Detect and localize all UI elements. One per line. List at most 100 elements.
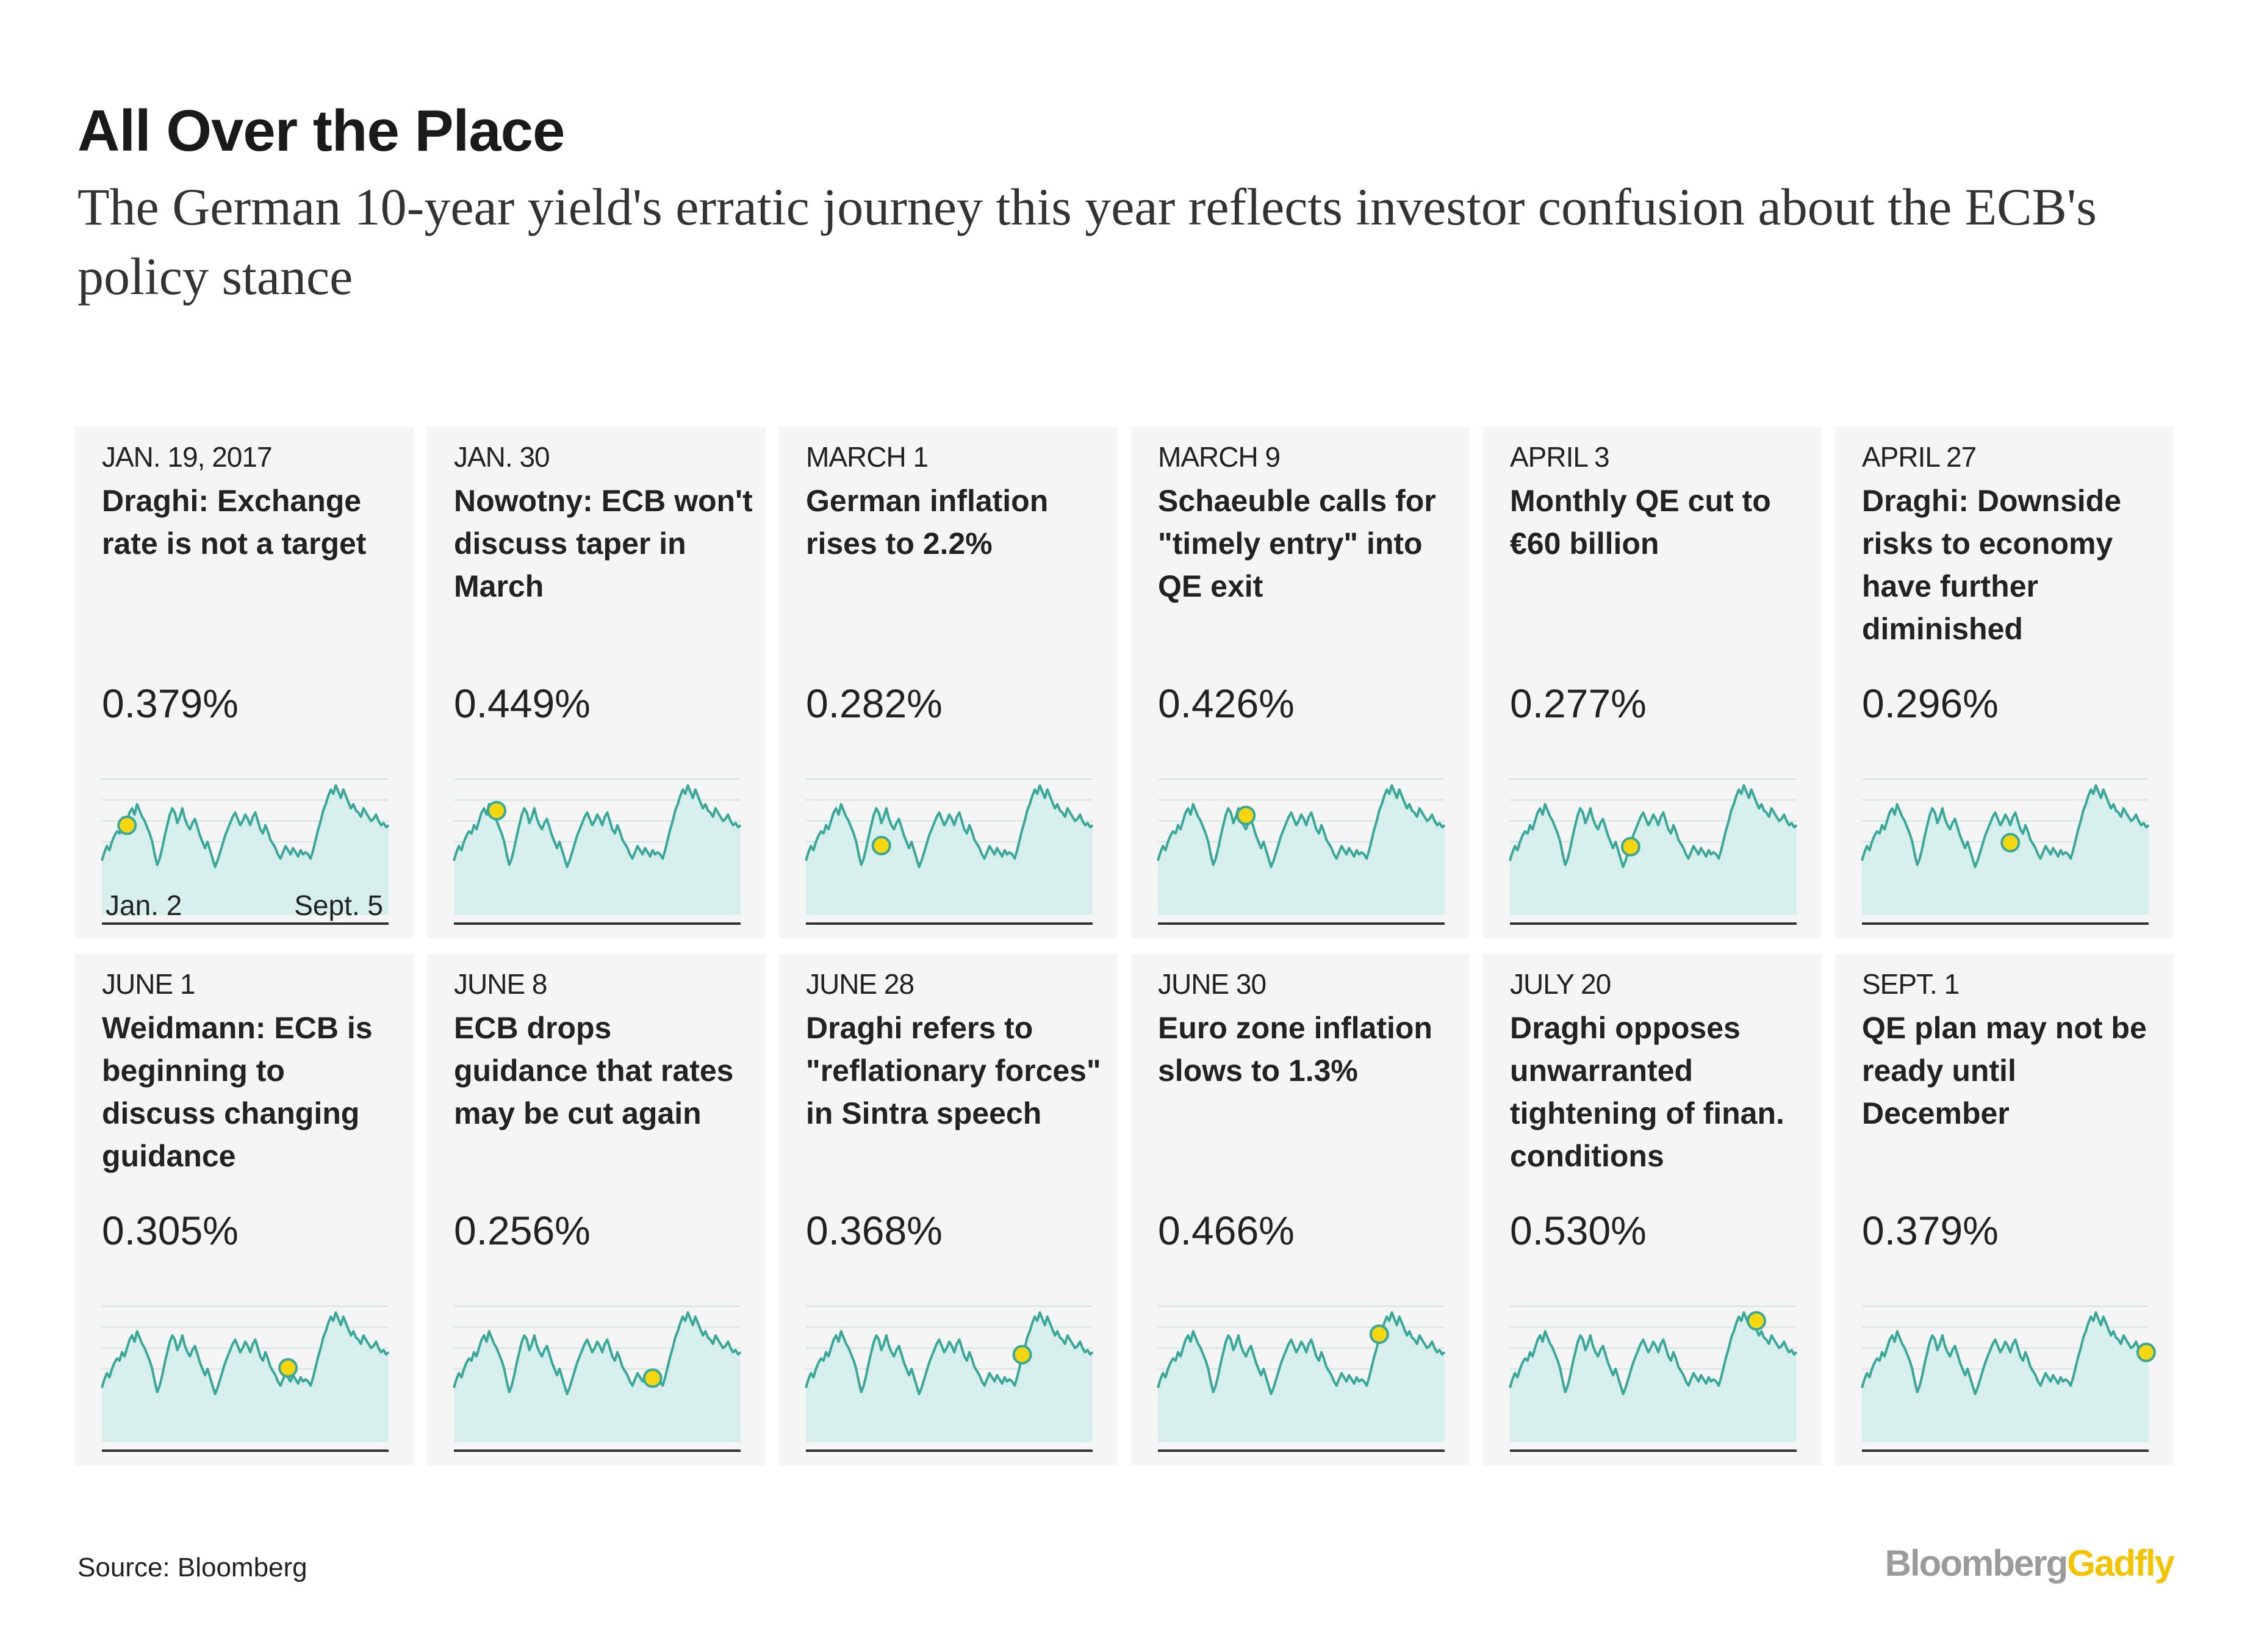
panel-event: ECB drops guidance that rates may be cut…: [454, 1011, 734, 1130]
yield-sparkline: [101, 778, 390, 925]
event-marker: [487, 800, 507, 821]
yield-sparkline: [1509, 778, 1798, 925]
panel-yield-value: 0.277%: [1510, 681, 1647, 726]
yield-area: [1158, 1312, 1445, 1442]
panel-date: SEPT. 1: [1862, 968, 1960, 1000]
yield-area: [454, 785, 741, 915]
brand-part-1: Bloomberg: [1885, 1543, 2069, 1584]
yield-sparkline: [453, 778, 742, 925]
panel-event: Nowotny: ECB won't discuss taper in Marc…: [454, 484, 753, 603]
x-axis-end-label: Sept. 5: [294, 889, 383, 921]
panel-yield-value: 0.296%: [1862, 681, 1999, 726]
yield-line: [1861, 1311, 2150, 1396]
event-marker: [2000, 833, 2021, 853]
event-panel: SEPT. 1 QE plan may not be ready until De…: [1835, 954, 2174, 1465]
x-axis-start-label: Jan. 2: [106, 889, 182, 921]
event-panel: JAN. 30 Nowotny: ECB won't discuss taper …: [427, 427, 766, 938]
event-marker: [2136, 1342, 2156, 1362]
panel-event: Monthly QE cut to €60 billion: [1510, 484, 1771, 561]
panel-yield-value: 0.426%: [1158, 681, 1295, 726]
event-panel: JUNE 28 Draghi refers to "reflationary fo…: [779, 954, 1118, 1465]
yield-sparkline: [1861, 778, 2150, 925]
yield-area: [1510, 785, 1797, 915]
yield-line: [453, 1311, 742, 1396]
panel-date: JUNE 1: [102, 968, 195, 1000]
yield-area: [1158, 785, 1445, 915]
panel-event: Weidmann: ECB is beginning to discuss ch…: [102, 1011, 373, 1173]
yield-area: [806, 785, 1093, 915]
event-marker: [1012, 1345, 1032, 1365]
event-panel: MARCH 9 Schaeuble calls for "timely entry…: [1131, 427, 1470, 938]
yield-sparkline: [1861, 1305, 2156, 1452]
yield-line: [1861, 784, 2150, 869]
panel-date: JUNE 8: [454, 968, 547, 1000]
yield-line: [101, 784, 390, 869]
panel-date: MARCH 9: [1158, 441, 1281, 473]
chart-title: All Over the Place: [77, 98, 565, 163]
panel-yield-value: 0.449%: [454, 681, 591, 726]
event-marker: [871, 836, 891, 856]
event-panel: APRIL 27 Draghi: Downside risks to econom…: [1835, 427, 2174, 938]
panel-event: Draghi refers to "reflationary forces" i…: [806, 1011, 1101, 1130]
yield-line: [1157, 784, 1446, 869]
yield-line: [1509, 784, 1798, 869]
panel-date: JULY 20: [1510, 968, 1611, 1000]
yield-sparkline: [101, 1305, 390, 1452]
event-panel: JULY 20 Draghi opposes unwarranted tighte…: [1483, 954, 1822, 1465]
yield-line: [1157, 1311, 1446, 1396]
panel-event: Euro zone inflation slows to 1.3%: [1158, 1011, 1432, 1088]
panel-yield-value: 0.256%: [454, 1208, 591, 1253]
yield-area: [1510, 1312, 1797, 1442]
event-panel: JUNE 30 Euro zone inflation slows to 1.3%…: [1131, 954, 1470, 1465]
panel-date: APRIL 3: [1510, 441, 1610, 473]
yield-area: [1862, 1312, 2149, 1442]
event-panel: JUNE 8 ECB drops guidance that rates may …: [427, 954, 766, 1465]
yield-sparkline: [1509, 1305, 1798, 1452]
panel-date: MARCH 1: [806, 441, 929, 473]
panel-date: JAN. 30: [454, 441, 550, 473]
yield-area: [102, 1312, 389, 1442]
panel-date: JAN. 19, 2017: [102, 441, 273, 473]
event-panel: JUNE 1 Weidmann: ECB is beginning to disc…: [75, 954, 414, 1465]
panel-event: German inflation rises to 2.2%: [806, 484, 1049, 561]
panel-yield-value: 0.282%: [806, 681, 943, 726]
panel-event: Draghi: Downside risks to economy have f…: [1862, 484, 2122, 646]
yield-line: [101, 1311, 390, 1396]
panel-event: Draghi: Exchange rate is not a target: [102, 484, 367, 561]
yield-area: [806, 1312, 1093, 1442]
event-marker: [1620, 836, 1640, 857]
yield-line: [453, 784, 742, 869]
panel-event: QE plan may not be ready until December: [1862, 1011, 2147, 1130]
event-marker: [1747, 1311, 1767, 1331]
chart-subtitle: The German 10-year yield's erratic journ…: [77, 178, 2097, 306]
event-marker: [117, 815, 137, 835]
brand-part-2: Gadfly: [2067, 1543, 2175, 1584]
event-marker: [1236, 805, 1256, 825]
panel-date: APRIL 27: [1862, 441, 1977, 473]
panel-date: JUNE 28: [806, 968, 914, 1000]
panel-yield-value: 0.368%: [806, 1208, 943, 1253]
event-panel: APRIL 3 Monthly QE cut to €60 billion 0.27…: [1483, 427, 1822, 938]
yield-sparkline: [1157, 1305, 1446, 1452]
panel-yield-value: 0.379%: [102, 681, 239, 726]
small-multiples-grid: JAN. 19, 2017 Draghi: Exchange rate is no…: [75, 427, 2174, 1465]
yield-sparkline: [1157, 778, 1446, 925]
event-marker: [642, 1368, 663, 1388]
panel-event: Draghi opposes unwarranted tightening of…: [1510, 1011, 1784, 1173]
panel-yield-value: 0.379%: [1862, 1208, 1999, 1253]
panel-event: Schaeuble calls for "timely entry" into …: [1158, 484, 1436, 603]
yield-line: [805, 1311, 1094, 1396]
yield-line: [805, 784, 1094, 869]
brand-logo: BloombergGadfly: [1885, 1542, 2175, 1584]
yield-area: [102, 785, 389, 915]
yield-sparkline: [805, 778, 1094, 925]
panel-yield-value: 0.305%: [102, 1208, 239, 1253]
panel-yield-value: 0.530%: [1510, 1208, 1647, 1253]
event-marker: [1369, 1324, 1389, 1345]
yield-area: [454, 1312, 741, 1442]
event-marker: [278, 1358, 298, 1378]
source-note: Source: Bloomberg: [77, 1553, 307, 1582]
yield-sparkline: [453, 1305, 742, 1452]
panel-date: JUNE 30: [1158, 968, 1267, 1000]
event-panel: MARCH 1 German inflation rises to 2.2% 0.2…: [779, 427, 1118, 938]
